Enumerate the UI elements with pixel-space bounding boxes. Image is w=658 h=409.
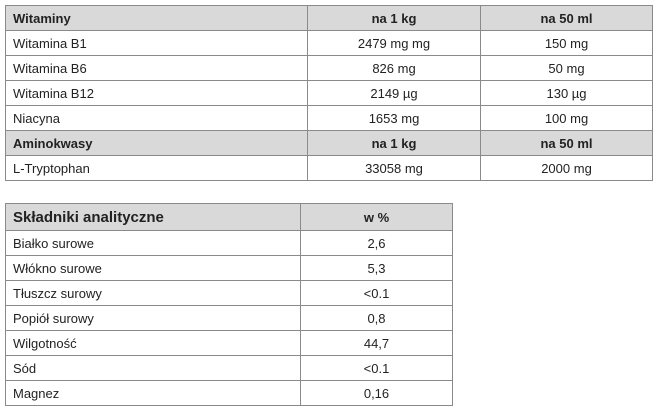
cell: 0,8 bbox=[300, 305, 453, 331]
cell: 2000 mg bbox=[480, 155, 653, 181]
cell: 0,16 bbox=[300, 380, 453, 406]
cell: <0.1 bbox=[300, 280, 453, 306]
header-cell: na 1 kg bbox=[307, 130, 481, 156]
header-cell: Witaminy bbox=[5, 5, 308, 31]
table-row: Witamina B12 2149 µg 130 µg bbox=[5, 80, 653, 106]
cell: 50 mg bbox=[480, 55, 653, 81]
cell: 5,3 bbox=[300, 255, 453, 281]
cell: Sód bbox=[5, 355, 301, 381]
table-row: Włókno surowe 5,3 bbox=[5, 255, 453, 281]
header-cell: na 50 ml bbox=[480, 130, 653, 156]
cell: Popiół surowy bbox=[5, 305, 301, 331]
header-cell: na 1 kg bbox=[307, 5, 481, 31]
cell: <0.1 bbox=[300, 355, 453, 381]
header-cell: Składniki analityczne bbox=[5, 203, 301, 231]
cell: Witamina B1 bbox=[5, 30, 308, 56]
cell: 130 µg bbox=[480, 80, 653, 106]
cell: Witamina B12 bbox=[5, 80, 308, 106]
table-row: Witamina B1 2479 mg mg 150 mg bbox=[5, 30, 653, 56]
cell: Magnez bbox=[5, 380, 301, 406]
cell: 2479 mg mg bbox=[307, 30, 481, 56]
cell: 826 mg bbox=[307, 55, 481, 81]
table-row: Magnez 0,16 bbox=[5, 380, 453, 406]
header-cell: Aminokwasy bbox=[5, 130, 308, 156]
cell: 2,6 bbox=[300, 230, 453, 256]
cell: Witamina B6 bbox=[5, 55, 308, 81]
cell: Wilgotność bbox=[5, 330, 301, 356]
header-cell: w % bbox=[300, 203, 453, 231]
cell: Białko surowe bbox=[5, 230, 301, 256]
cell: 44,7 bbox=[300, 330, 453, 356]
header-cell: na 50 ml bbox=[480, 5, 653, 31]
table-row: Niacyna 1653 mg 100 mg bbox=[5, 105, 653, 131]
cell: 33058 mg bbox=[307, 155, 481, 181]
cell: Włókno surowe bbox=[5, 255, 301, 281]
header-row: Składniki analityczne w % bbox=[5, 203, 453, 231]
cell: 2149 µg bbox=[307, 80, 481, 106]
table-row: Tłuszcz surowy <0.1 bbox=[5, 280, 453, 306]
cell: 1653 mg bbox=[307, 105, 481, 131]
vitamins-table: Witaminy na 1 kg na 50 ml Witamina B1 2479 m… bbox=[5, 5, 653, 181]
header-row: Witaminy na 1 kg na 50 ml bbox=[5, 5, 653, 31]
header-row: Aminokwasy na 1 kg na 50 ml bbox=[5, 130, 653, 156]
cell: 100 mg bbox=[480, 105, 653, 131]
table-row: Sód <0.1 bbox=[5, 355, 453, 381]
table-row: Białko surowe 2,6 bbox=[5, 230, 453, 256]
table-row: Popiół surowy 0,8 bbox=[5, 305, 453, 331]
cell: L-Tryptophan bbox=[5, 155, 308, 181]
analytic-table: Składniki analityczne w % Białko surowe 2,6… bbox=[5, 203, 453, 406]
table-row: Witamina B6 826 mg 50 mg bbox=[5, 55, 653, 81]
cell: Niacyna bbox=[5, 105, 308, 131]
table-row: Wilgotność 44,7 bbox=[5, 330, 453, 356]
table-row: L-Tryptophan 33058 mg 2000 mg bbox=[5, 155, 653, 181]
cell: Tłuszcz surowy bbox=[5, 280, 301, 306]
cell: 150 mg bbox=[480, 30, 653, 56]
